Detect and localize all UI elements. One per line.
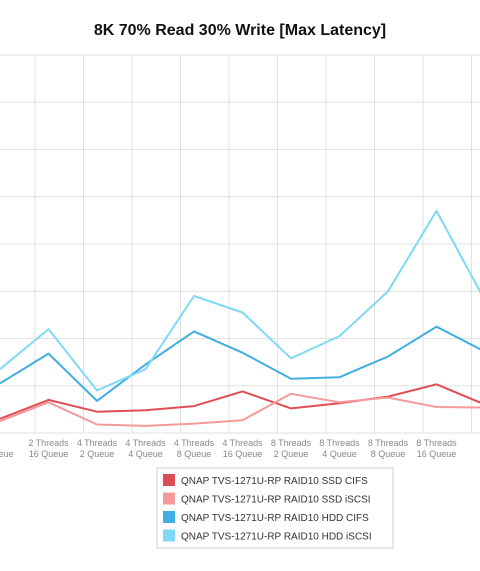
x-tick-label: 4 Threads bbox=[222, 438, 263, 448]
series-line bbox=[0, 209, 480, 392]
x-tick-label: 16 Queue bbox=[29, 449, 69, 459]
x-tick-label: 4 Queue bbox=[322, 449, 357, 459]
legend-swatch bbox=[163, 529, 175, 542]
legend-label: QNAP TVS-1271U-RP RAID10 HDD iSCSI bbox=[181, 532, 372, 543]
legend-swatch bbox=[163, 492, 175, 505]
x-tick-label: 2 Threads bbox=[28, 438, 69, 448]
chart-title: 8K 70% Read 30% Write [Max Latency] bbox=[94, 22, 386, 39]
x-tick-label: 8 Threads bbox=[319, 438, 360, 448]
legend-swatch bbox=[163, 511, 175, 523]
chart-series bbox=[0, 209, 480, 427]
series-line bbox=[0, 392, 480, 427]
series-line bbox=[0, 383, 480, 420]
legend-swatch bbox=[163, 474, 175, 486]
chart-legend: QNAP TVS-1271U-RP RAID10 SSD CIFS QNAP TV… bbox=[156, 467, 394, 549]
x-tick-label: Queue bbox=[0, 449, 14, 459]
x-tick-label: 4 Threads bbox=[77, 438, 118, 448]
x-tick-label: 16 Queue bbox=[417, 449, 457, 459]
legend-label: QNAP TVS-1271U-RP RAID10 SSD iSCSI bbox=[181, 495, 371, 506]
x-tick-label: 4 Threads bbox=[125, 438, 166, 448]
x-tick-label: 8 Threads bbox=[368, 438, 409, 448]
x-tick-label: 4 Threads bbox=[174, 438, 215, 448]
x-tick-label: 2 Queue bbox=[274, 449, 309, 459]
x-tick-label: 8 Queue bbox=[371, 449, 406, 459]
x-tick-label: 16 Queue bbox=[223, 449, 263, 459]
x-tick-label: 8 Queue bbox=[177, 449, 212, 459]
x-tick-label: 8 Threads bbox=[271, 438, 312, 448]
chart-grid bbox=[0, 54, 480, 434]
x-tick-label: 4 Queue bbox=[128, 449, 163, 459]
legend-box bbox=[156, 467, 394, 549]
x-tick-label: 2 Queue bbox=[80, 449, 115, 459]
x-tick-label: 8 Threads bbox=[416, 438, 457, 448]
legend-label: QNAP TVS-1271U-RP RAID10 HDD CIFS bbox=[181, 513, 369, 524]
series-line bbox=[0, 325, 480, 402]
legend-label: QNAP TVS-1271U-RP RAID10 SSD CIFS bbox=[181, 476, 368, 487]
